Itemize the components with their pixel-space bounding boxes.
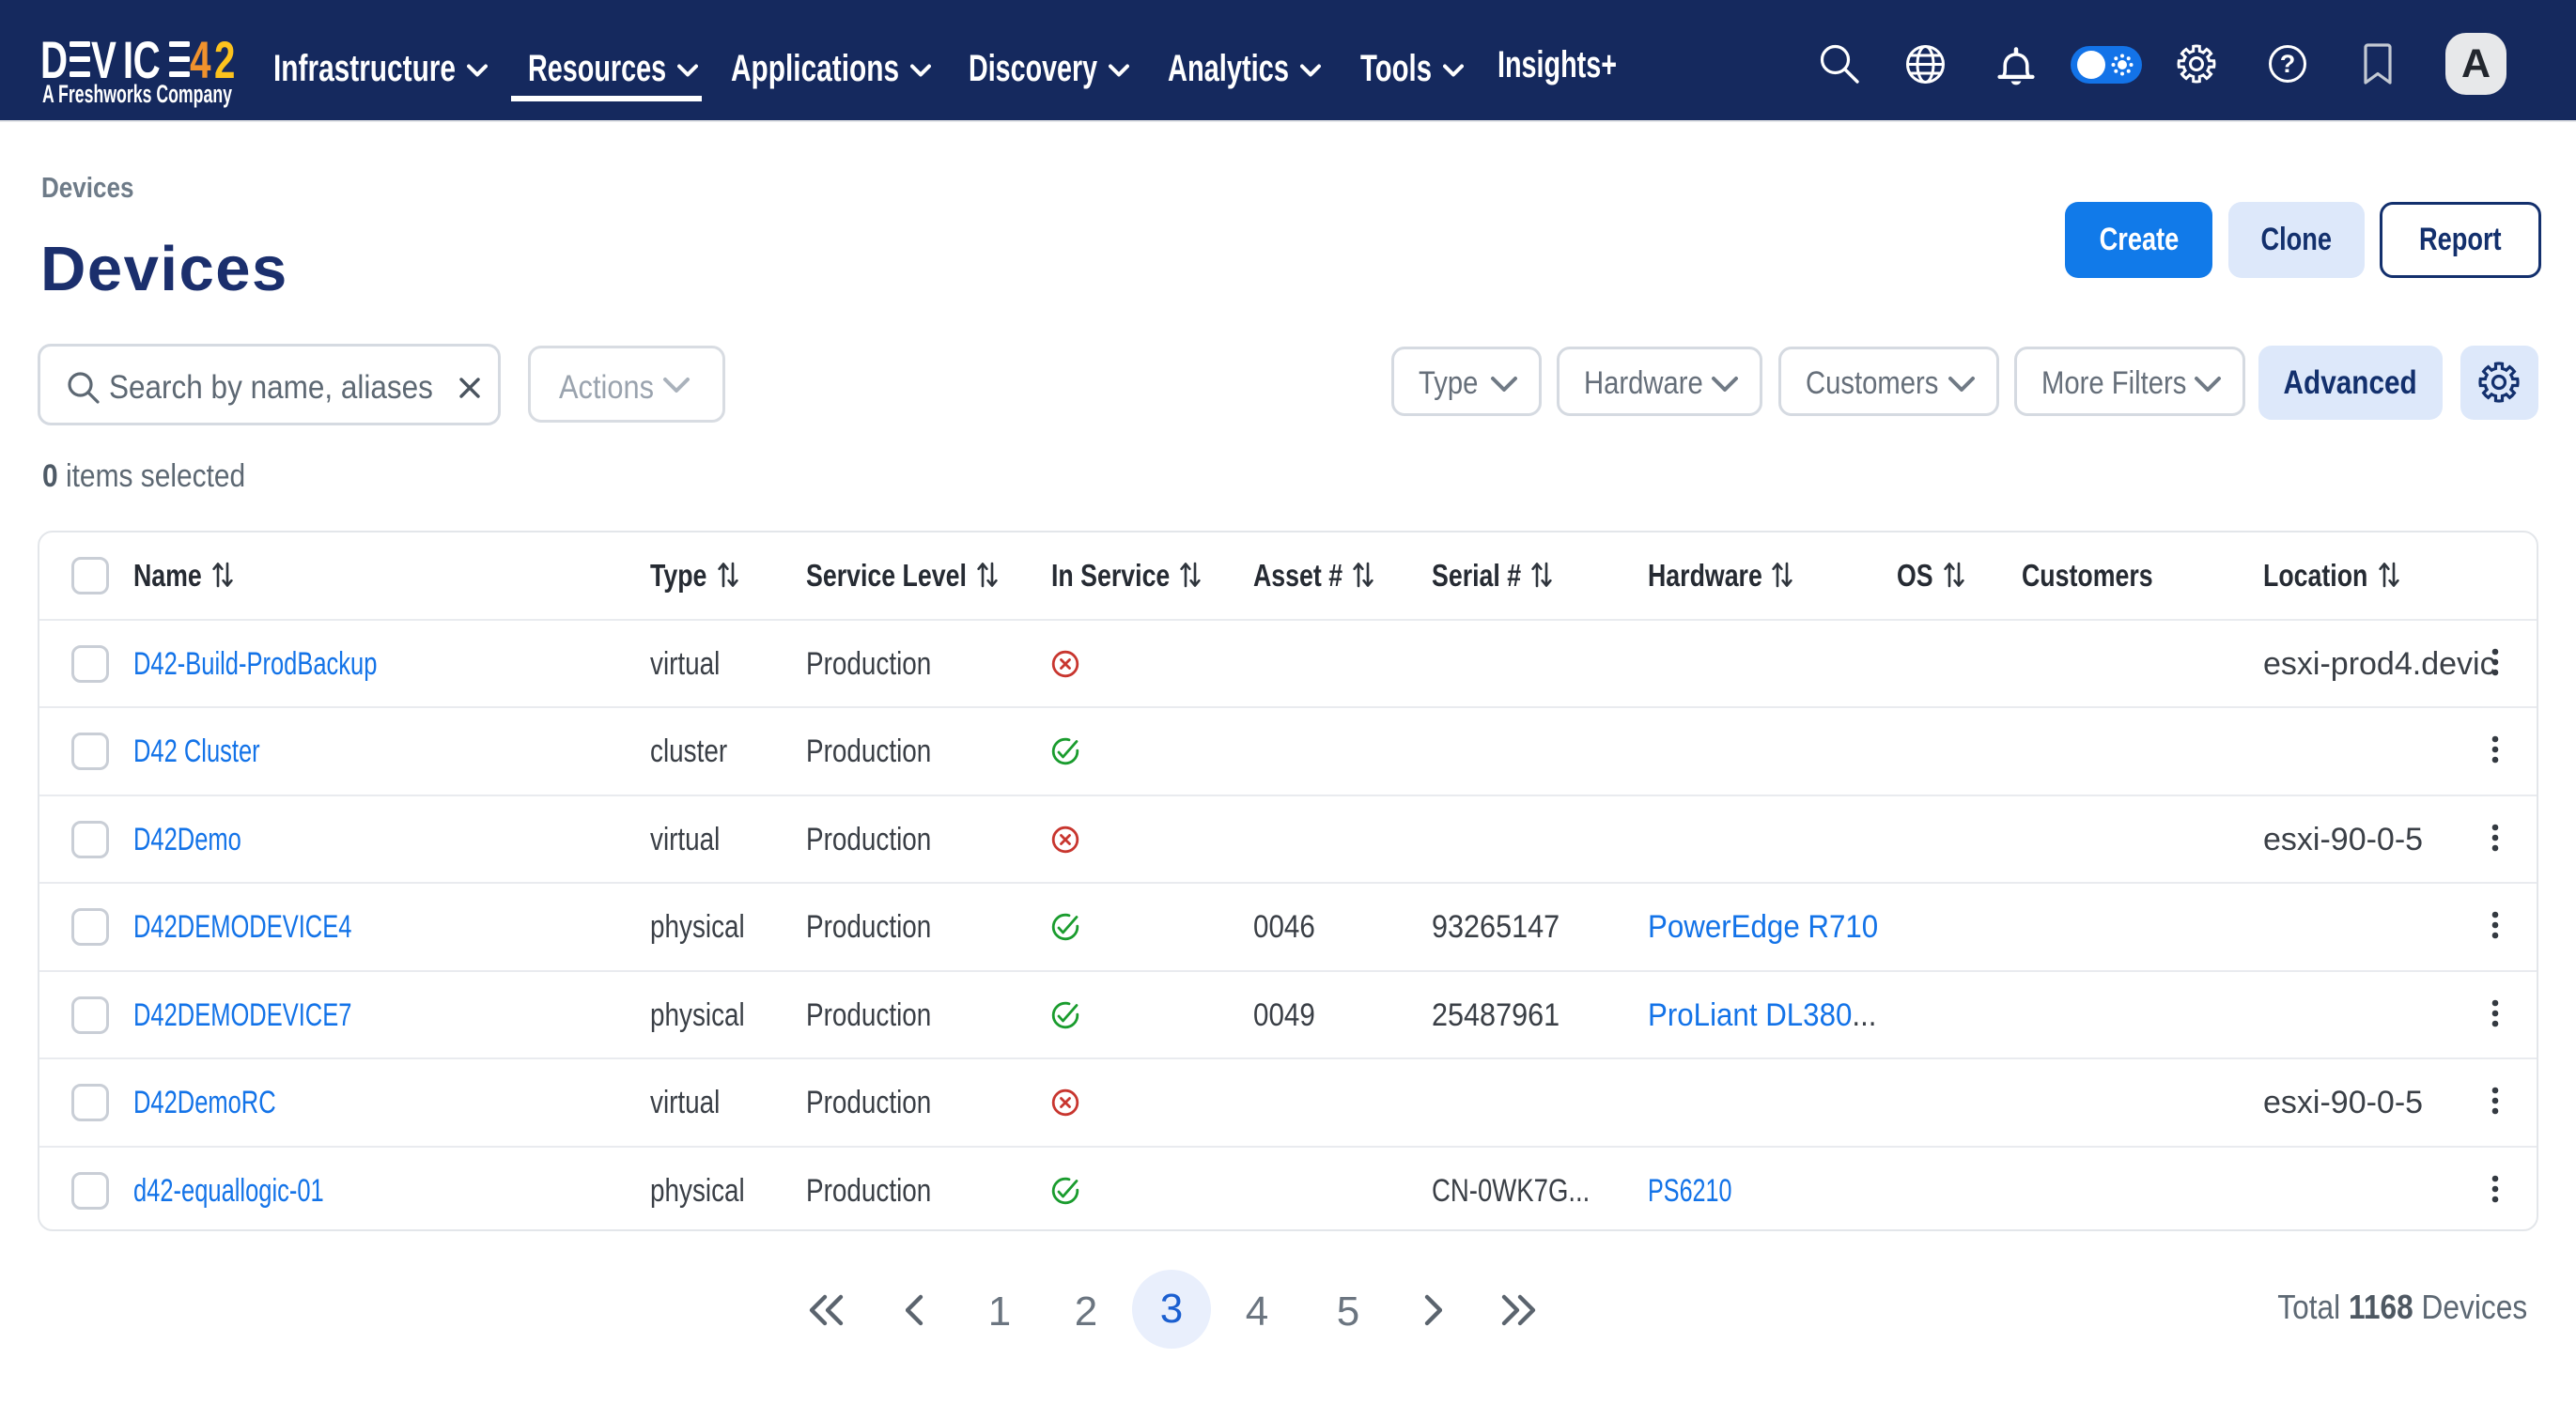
svg-text:2: 2: [214, 38, 235, 90]
svg-text:?: ?: [2280, 50, 2296, 78]
svg-text:V: V: [91, 38, 116, 90]
svg-text:4: 4: [190, 38, 210, 90]
svg-text:I: I: [123, 38, 133, 90]
svg-text:C: C: [133, 38, 161, 90]
svg-text:A Freshworks Company: A Freshworks Company: [42, 80, 232, 108]
svg-text:D: D: [40, 38, 68, 90]
